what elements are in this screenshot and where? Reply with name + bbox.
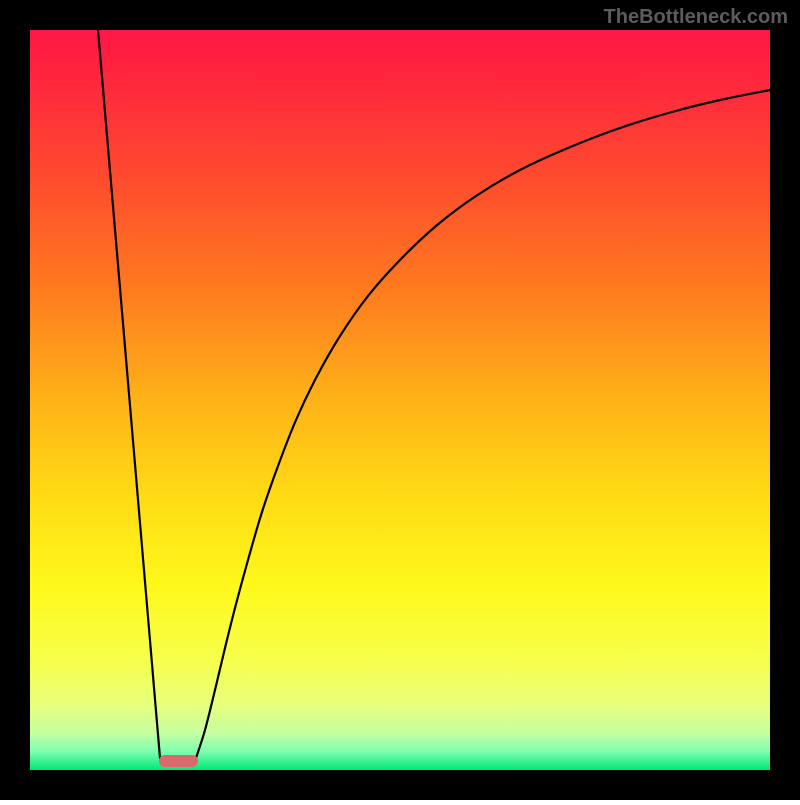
- chart-svg: [0, 0, 800, 800]
- bottleneck-chart: TheBottleneck.com: [0, 0, 800, 800]
- watermark-text: TheBottleneck.com: [604, 6, 788, 29]
